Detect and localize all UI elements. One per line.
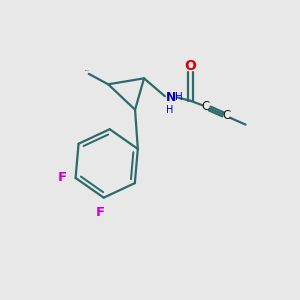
Text: N: N [166,91,176,104]
Text: F: F [96,206,105,219]
Text: F: F [58,172,67,184]
Text: C: C [201,100,209,113]
Text: O: O [184,59,196,74]
Text: H: H [175,92,182,102]
Text: methyl: methyl [85,70,90,71]
Text: C: C [222,109,230,122]
Text: H: H [166,105,174,115]
